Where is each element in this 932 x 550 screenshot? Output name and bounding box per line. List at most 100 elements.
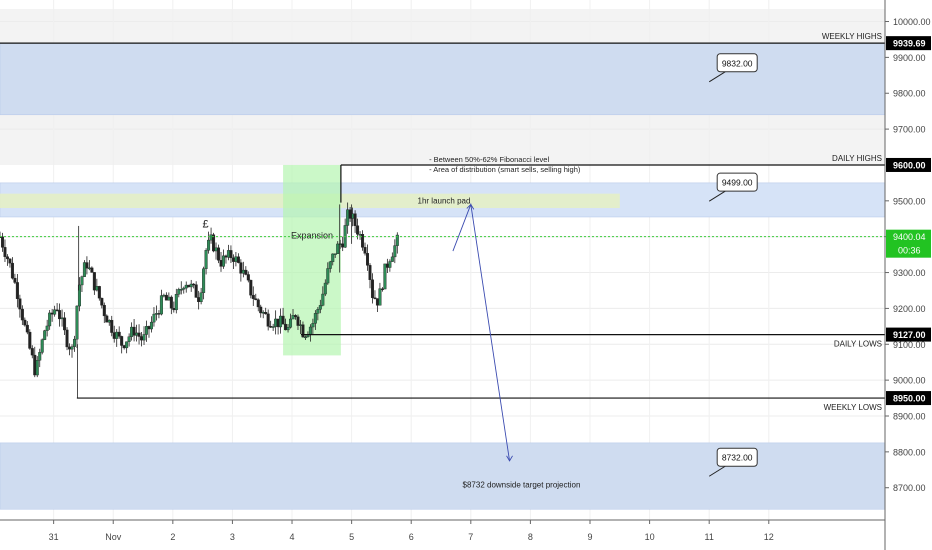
x-axis: 31 Nov 2 3 4 5 6 7 8 9 10 11 12 — [0, 519, 885, 542]
candle-body — [189, 283, 193, 288]
y-tick-label: 10000.00 — [893, 17, 931, 27]
candle-body — [82, 262, 86, 277]
weekly-highs-label: WEEKLY HIGHS — [822, 32, 882, 41]
candle-body — [80, 276, 84, 286]
candle-body — [251, 294, 255, 299]
candle-body — [249, 279, 253, 296]
candle-body — [127, 336, 131, 342]
candle-body — [318, 305, 322, 310]
candle-body — [341, 243, 345, 248]
note-line: - Area of distribution (smart sells, sel… — [429, 165, 581, 174]
candle-body — [356, 225, 360, 235]
candle-body — [43, 330, 47, 340]
candle-body — [261, 311, 265, 314]
candle-body — [95, 286, 99, 291]
candle-body — [187, 284, 191, 288]
callout-pointer — [708, 71, 726, 83]
pound-marker: £ — [203, 219, 209, 231]
candle-body — [207, 239, 211, 251]
candle-body — [331, 253, 335, 263]
candle-body — [214, 247, 218, 252]
daily-lows-price-tag — [886, 327, 931, 342]
daily-lows-label: DAILY LOWS — [834, 340, 882, 349]
candle-body — [393, 245, 397, 258]
candle-body — [259, 306, 263, 314]
y-tick-label: 9500.00 — [893, 196, 926, 206]
callout-box — [716, 172, 758, 192]
candle-body — [92, 272, 96, 291]
candle-body — [142, 334, 146, 341]
candle-body — [368, 265, 372, 280]
y-tick-label: 9700.00 — [893, 125, 926, 135]
candle-body — [154, 313, 158, 315]
expansion-label: Expansion — [291, 230, 333, 240]
candle-body — [380, 288, 384, 290]
candle-body — [65, 329, 69, 348]
candle-body — [326, 268, 330, 284]
x-tick-label: 3 — [230, 532, 235, 542]
note-line: - Between 50%-62% Fibonacci level — [429, 155, 549, 164]
callout-label: 9832.00 — [722, 58, 753, 68]
candle-body — [167, 296, 171, 301]
callout-box — [716, 53, 758, 73]
candle-body — [266, 313, 270, 327]
countdown-value: 00:36 — [898, 246, 921, 256]
candle-body — [72, 338, 76, 347]
candle-body — [209, 234, 213, 241]
candle-body — [231, 257, 235, 262]
candle-body — [269, 326, 273, 328]
y-tick-label: 9900.00 — [893, 53, 926, 63]
candle-body — [157, 313, 161, 315]
weekly-lows-price-tag — [886, 391, 931, 406]
candle-body — [45, 325, 49, 331]
x-tick-label: 6 — [409, 532, 414, 542]
candle-body — [388, 261, 392, 268]
candle-body — [366, 253, 370, 266]
candle-body — [30, 348, 34, 356]
candle-body — [229, 250, 233, 259]
current-price-tag — [886, 229, 931, 258]
candle-body — [246, 274, 250, 281]
y-axis: 10000.00 9900.00 9800.00 9700.00 9500.00 9400… — [884, 0, 932, 550]
candle-body — [301, 324, 305, 338]
x-tick-label: 4 — [290, 532, 295, 542]
current-price-value: 9400.04 — [893, 232, 926, 242]
x-tick-label: 8 — [528, 532, 533, 542]
candle-body — [147, 326, 151, 330]
candle-body — [97, 286, 101, 299]
candle-body — [130, 326, 134, 337]
candle-body — [117, 331, 121, 337]
candle-body — [174, 293, 178, 311]
candle-body — [348, 209, 352, 219]
candle-body — [217, 247, 221, 261]
candle-body — [338, 243, 342, 245]
candle-body — [289, 318, 293, 328]
y-axis-background — [885, 0, 932, 550]
x-tick-label: 7 — [468, 532, 473, 542]
candle-body — [311, 323, 315, 328]
y-tick-label: 9000.00 — [893, 376, 926, 386]
candle-body — [35, 360, 39, 376]
candle-body — [316, 309, 320, 314]
candle-body — [55, 309, 59, 311]
candle-body — [279, 315, 283, 328]
candle-body — [390, 256, 394, 262]
y-tick-label: 8900.00 — [893, 412, 926, 422]
candle-body — [120, 336, 124, 346]
candle-body — [60, 317, 64, 320]
candle-body — [28, 331, 32, 349]
candle-body — [308, 326, 312, 335]
background-bands — [0, 8, 885, 165]
callout-pointer — [708, 190, 726, 202]
candle-body — [33, 354, 37, 376]
candle-body — [184, 284, 188, 289]
candle-body — [5, 256, 9, 260]
y-tick-label: 8700.00 — [893, 483, 926, 493]
candle-body — [125, 341, 129, 349]
annotations: - Between 50%-62% Fibonacci level- Area … — [203, 53, 758, 490]
candle-body — [346, 209, 350, 226]
candle-body — [85, 262, 89, 269]
candle-body — [137, 332, 141, 337]
candle-body — [293, 315, 297, 318]
